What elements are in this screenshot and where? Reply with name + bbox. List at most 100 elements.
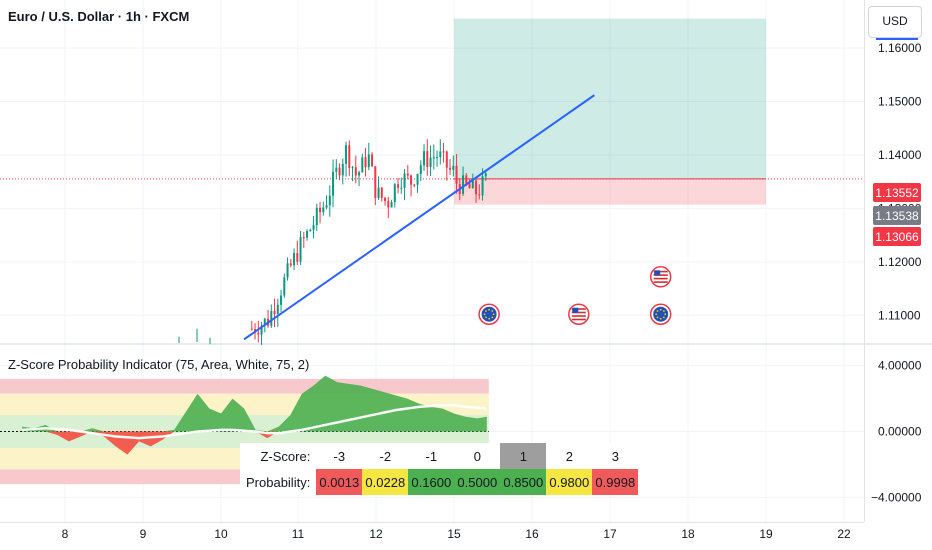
indicator-axis-label: 0.00000 [878,425,922,439]
probability-cell: 0.5000 [454,469,501,495]
eu-star [659,308,662,311]
candle-body [345,145,348,164]
candle-body [406,173,409,176]
eu-star [662,310,665,312]
us-stripe [653,274,668,276]
us-flag-icon [649,266,672,288]
eu-flag-icon [478,303,500,325]
candle-body [393,184,396,203]
candle-body [306,231,309,238]
zscore-row: Z-Score: -3 -2 -1 0 1 2 3 [240,443,639,469]
price-axis-label: 1.14000 [878,148,922,162]
candle-body [481,176,484,196]
time-axis-label: 16 [525,527,539,541]
candle-body [338,167,341,176]
price-tag-stop: 1.13066 [873,227,921,246]
trendline[interactable] [243,94,595,341]
us-stripe [571,318,586,321]
candle-body [309,229,312,232]
currency-underline [876,38,918,40]
candle-body [367,154,370,168]
zscore-band [0,378,489,394]
time-axis-label: 15 [447,527,461,541]
zscore-cell: 0 [454,443,501,469]
us-canton [572,307,579,313]
probability-row: Probability: 0.0013 0.0228 0.1600 0.5000… [240,469,639,495]
time-axis-label: 10 [214,527,228,541]
zscore-cell: 3 [592,443,639,469]
candle-body [351,167,354,169]
candle-body [442,151,445,153]
us-stripe [571,308,586,310]
candle-body [377,187,380,198]
eu-star [485,316,487,319]
price-tag-last: 1.13552 [873,183,921,202]
us-stripe [653,281,668,283]
probability-cell: 0.9800 [546,469,593,495]
indicator-title[interactable]: Z-Score Probability Indicator (75, Area,… [8,357,310,372]
candle-body [413,184,416,186]
candle-body [348,145,351,168]
candle-body [273,310,276,315]
candle-body [332,171,335,196]
indicator-axis-label: 4.00000 [878,359,922,373]
candle-body [429,157,432,167]
zscore-cell: 2 [546,443,593,469]
eu-star [656,316,659,319]
us-stripe [653,277,668,280]
time-axis-label: 19 [759,527,773,541]
candle-body [426,151,429,167]
candles [178,139,487,345]
candle-body [280,295,283,305]
zscore-cell: -2 [362,443,409,469]
candle-body [260,325,263,335]
eu-star [662,316,665,319]
candle-body [325,205,328,208]
candle-body [419,165,422,175]
events[interactable] [478,266,672,325]
zscore-area-positive [22,375,487,432]
candle-body [397,184,400,188]
candle-body [390,202,393,208]
candle-body [403,173,406,188]
candle-body [384,197,387,201]
zscore-baseline [22,403,487,440]
indicator-axis-label: −4.00000 [871,490,922,504]
candle-body [276,304,279,315]
candle-body [387,200,390,208]
zscore-label: Z-Score: [240,443,317,469]
currency-label: USD [882,14,908,28]
eu-star [485,310,487,312]
position-tool[interactable] [0,18,864,205]
candle-body [380,187,383,198]
candle-body [250,328,253,330]
candle-body [475,180,478,195]
currency-button[interactable]: USD [868,6,922,38]
candle-body [371,154,374,167]
candle-body [283,277,286,296]
candle-body [293,253,296,266]
probability-cell: 0.8500 [500,469,547,495]
time-axis-label: 12 [369,527,383,541]
probability-cell: 0.0013 [316,469,363,495]
trendline-segment [243,94,595,341]
candle-body [302,237,305,239]
candle-body [289,263,292,266]
eu-star [483,313,486,316]
candle-body [358,172,361,176]
eu-star [491,310,494,312]
candle-body [257,332,260,335]
probability-label: Probability: [240,469,317,495]
time-axis-label: 11 [292,527,305,541]
candle-body [374,166,377,198]
candle-body [400,187,403,189]
eu-star [488,317,490,320]
candle-body [315,207,318,226]
candle-body [449,167,452,170]
candle-body [322,207,325,213]
candle-body [462,175,465,194]
symbol-title[interactable]: Euro / U.S. Dollar · 1h · FXCM [8,9,190,24]
eu-star [664,313,667,316]
candle-body [286,263,289,278]
